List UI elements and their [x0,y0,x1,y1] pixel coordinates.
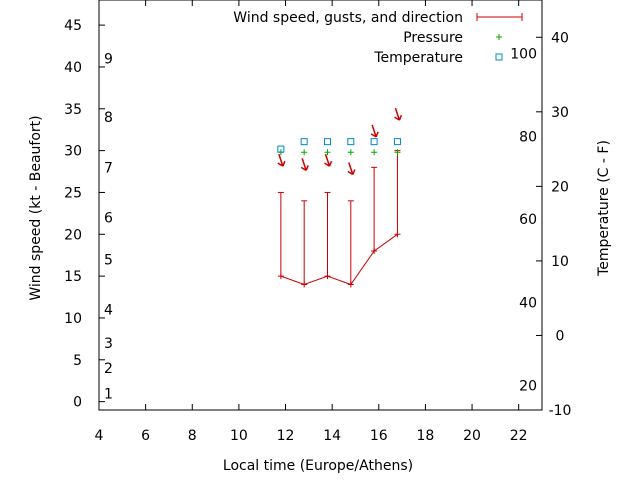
fahrenheit-label: 100 [510,47,537,63]
wind-direction-arrow [394,107,403,121]
wind-direction-arrow [370,124,379,138]
x-tick-label: 20 [463,428,481,444]
y-tick-label: 10 [64,311,82,327]
legend-label-temperature: Temperature [373,50,463,66]
wind-speed-point [324,273,331,280]
beaufort-label: 8 [104,110,113,126]
temperature-point [393,138,401,146]
x-tick-label: 18 [417,428,435,444]
x-tick-label: 10 [230,428,248,444]
x-tick-label: 6 [141,428,150,444]
axis-ticks: 4 6 8 10 12 14 16 18 20 2205101520253035404512345… [64,0,571,444]
y2-tick-label: 10 [551,254,569,270]
beaufort-label: 9 [104,52,113,68]
legend-sample-pressure [496,34,502,40]
y2-tick-label: -10 [549,403,572,419]
wind-speed-point [277,273,284,280]
legend: Wind speed, gusts, and direction Pressur… [233,10,523,66]
y-tick-label: 25 [64,185,82,201]
y-tick-label: 15 [64,269,82,285]
x-tick-label: 8 [188,428,197,444]
pressure-point [394,149,401,156]
wind-speed-point [347,281,354,288]
fahrenheit-label: 40 [519,296,537,312]
y-tick-label: 5 [73,353,82,369]
y-tick-label: 40 [64,60,82,76]
pressure-point [371,149,378,156]
wind-direction-arrow [324,153,333,167]
beaufort-label: 1 [104,386,113,402]
beaufort-label: 2 [104,361,113,377]
wind-speed-line [280,233,398,286]
beaufort-label: 4 [104,303,113,319]
temperature-point [300,138,308,146]
pressure-point [301,149,308,156]
temperature-point [370,138,378,146]
y2-tick-label: 40 [551,30,569,46]
y2-axis-label: Temperature (C - F) [596,140,612,277]
pressure-point [324,149,331,156]
x-tick-label: 4 [95,428,104,444]
beaufort-label: 7 [104,160,113,176]
y-tick-label: 20 [64,227,82,243]
y2-tick-label: 30 [551,105,569,121]
x-tick-label: 12 [277,428,295,444]
x-tick-label: 22 [510,428,528,444]
wind-speed-point [394,231,401,238]
x-axis-label: Local time (Europe/Athens) [223,458,413,474]
y-tick-label: 45 [64,18,82,34]
wind-direction-arrow [347,162,356,176]
y-tick-label: 30 [64,144,82,160]
legend-label-wind: Wind speed, gusts, and direction [233,10,463,26]
temperature-point [277,145,285,153]
temperature-point [347,138,355,146]
pressure-point [347,149,354,156]
fahrenheit-label: 20 [519,378,537,394]
beaufort-label: 6 [104,211,113,227]
x-tick-label: 14 [323,428,341,444]
y-axis-label: Wind speed (kt - Beaufort) [28,115,44,300]
legend-label-pressure: Pressure [403,30,463,46]
beaufort-label: 5 [104,252,113,268]
temperature-point [323,138,331,146]
beaufort-label: 3 [104,336,113,352]
y-tick-label: 35 [64,102,82,118]
wind-direction-arrow [300,158,309,171]
wind-speed-point [371,248,378,255]
plot-frame [98,0,543,411]
y-tick-label: 0 [73,395,82,411]
x-tick-label: 16 [370,428,388,444]
data-marks [277,107,403,288]
fahrenheit-label: 80 [519,129,537,145]
y2-tick-label: 0 [556,328,565,344]
wind-direction-arrow [277,153,286,167]
legend-sample-temperature [495,53,503,61]
wind-speed-point [301,281,308,288]
fahrenheit-label: 60 [519,212,537,228]
y2-tick-label: 20 [551,179,569,195]
